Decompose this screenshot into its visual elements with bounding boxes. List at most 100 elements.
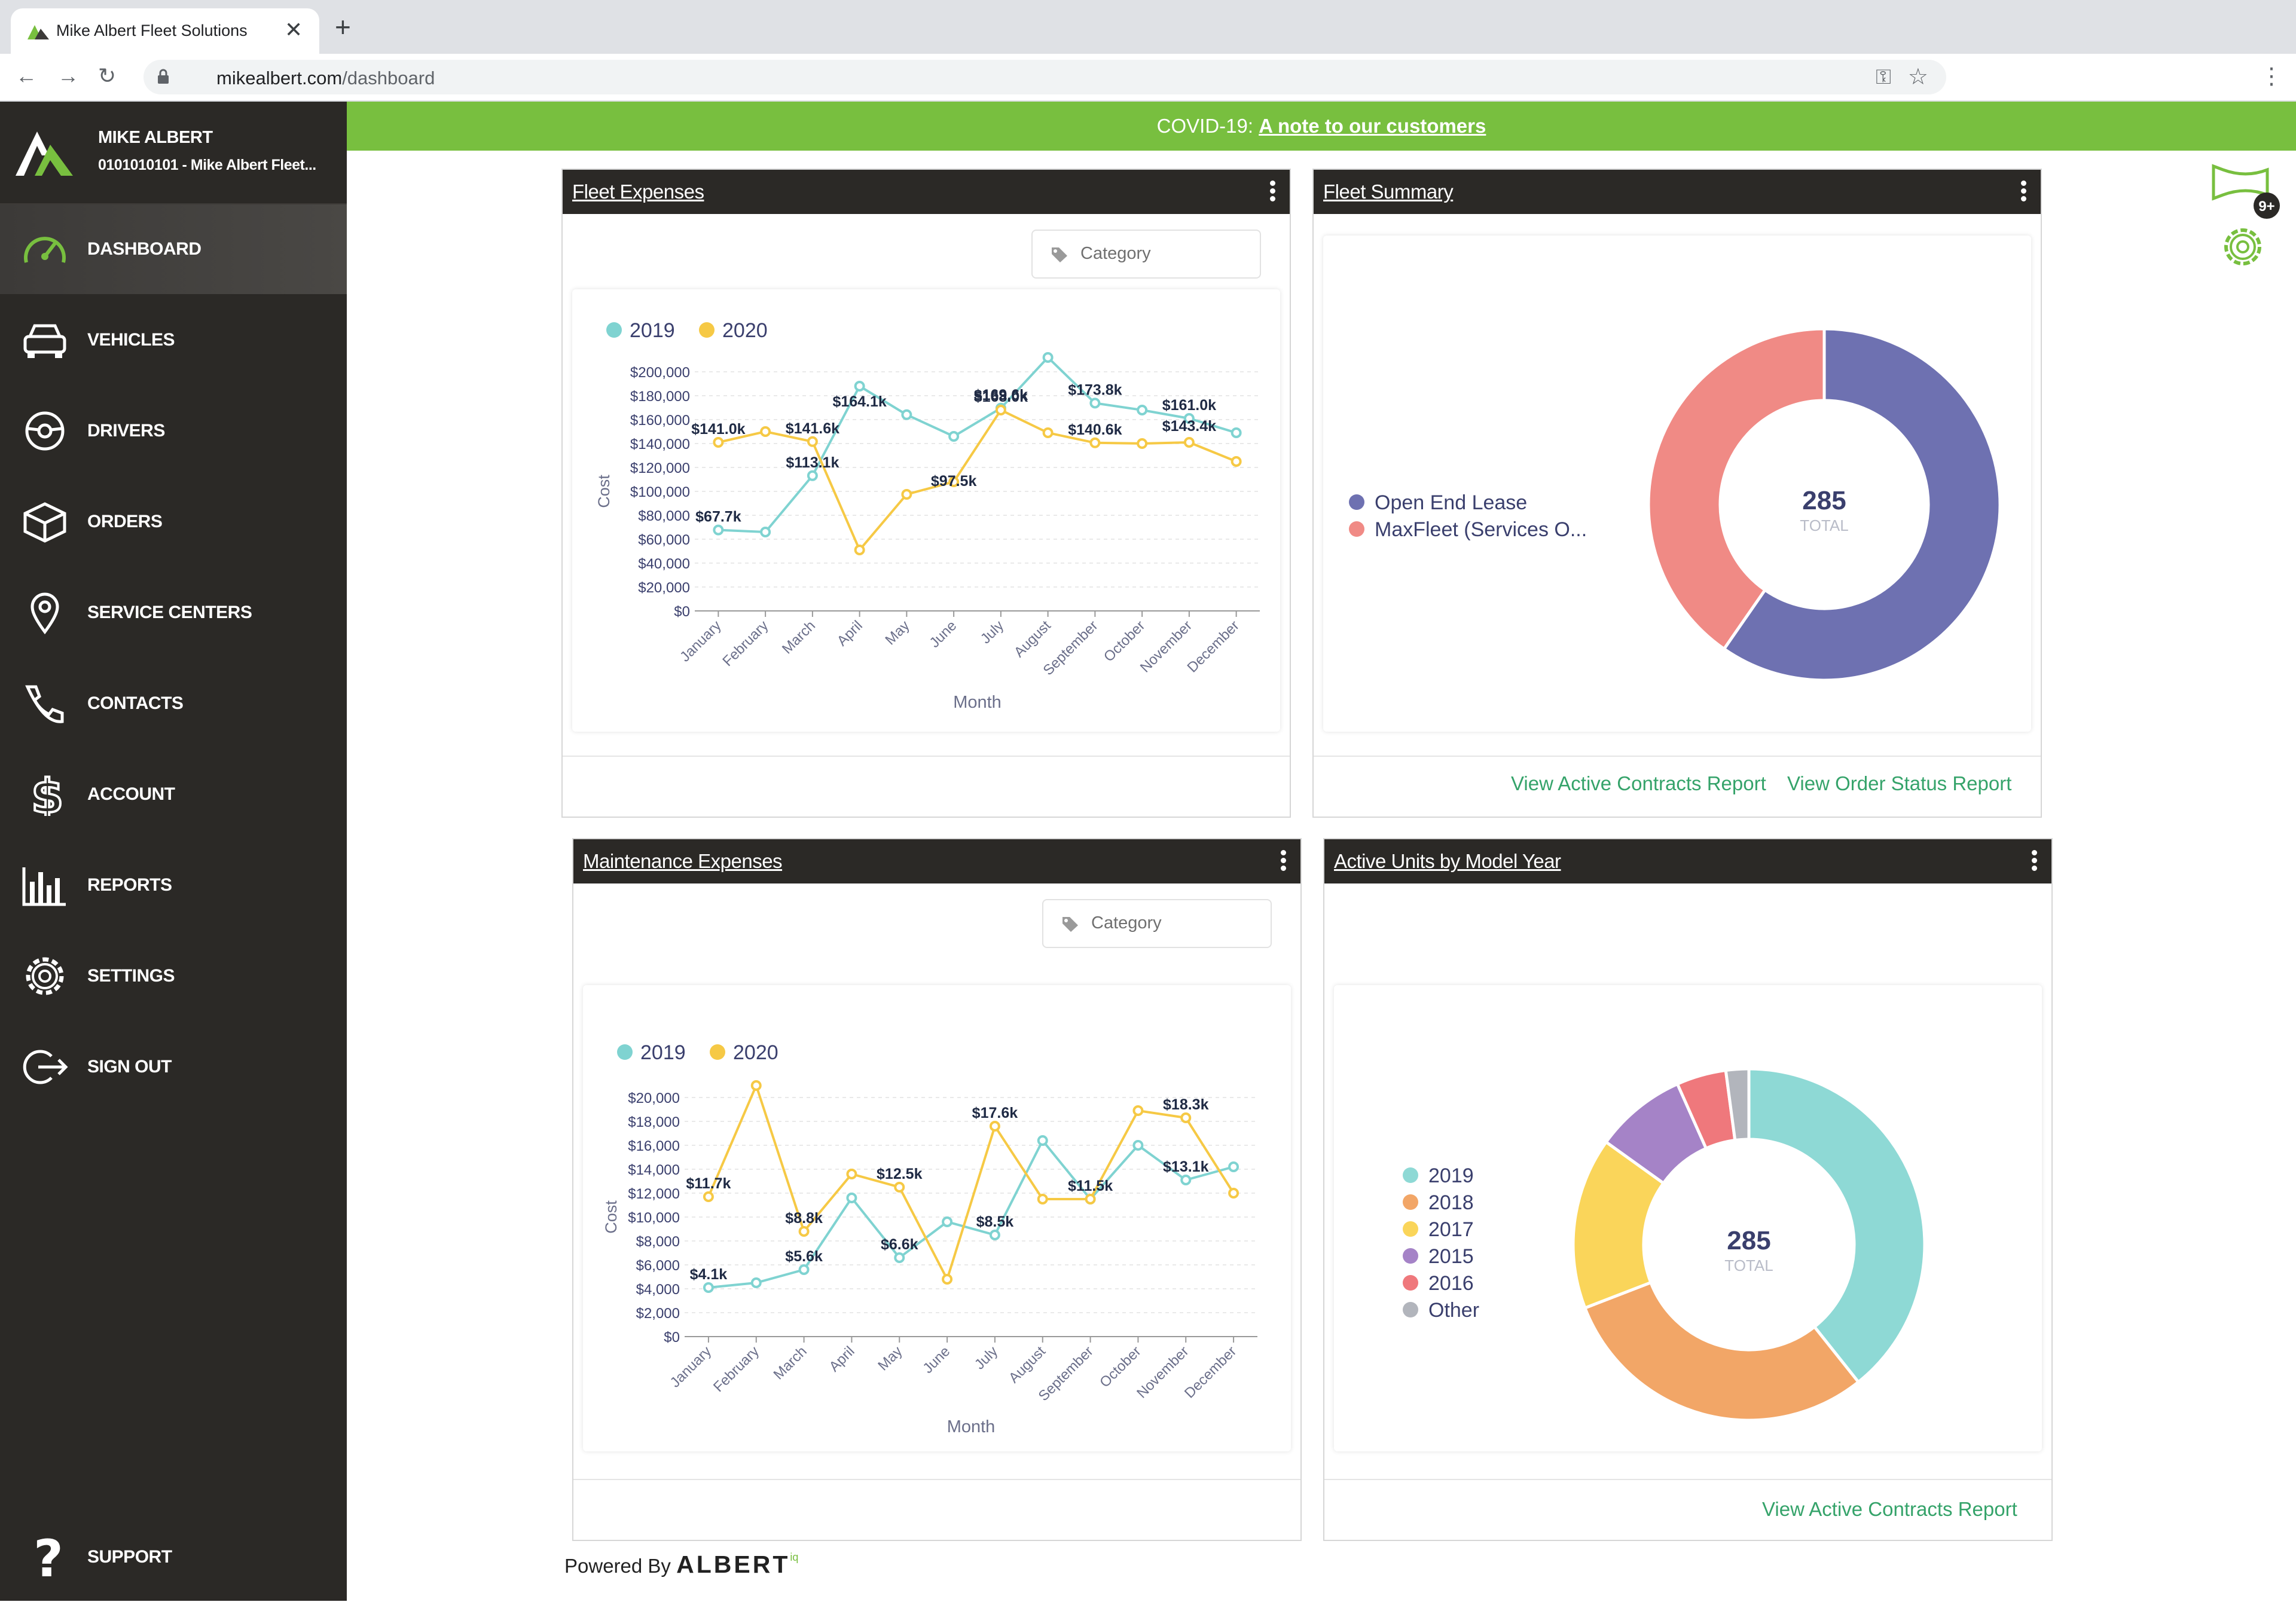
data-point [894,1182,905,1193]
sidebar-item-settings[interactable]: SETTINGS [0,931,347,1021]
kebab-menu-icon[interactable] [1279,848,1287,875]
view-order-status-link[interactable]: View Order Status Report [1787,772,2012,794]
phone-icon [25,685,64,723]
y-tick-label: $200,000 [630,365,690,381]
legend-marker [1403,1167,1418,1183]
series-line-2020 [718,408,1237,552]
card-divider [1324,1479,2051,1480]
sidebar-item-account[interactable]: $ ACCOUNT [0,750,347,839]
data-point [942,1274,953,1285]
bookmark-star-icon[interactable]: ☆ [1907,65,1928,90]
card-title[interactable]: Maintenance Expenses [583,850,783,872]
legend-label: 2020 [722,319,768,342]
sidebar-item-contacts[interactable]: CONTACTS [0,659,347,748]
sidebar-item-sign-out[interactable]: SIGN OUT [0,1022,347,1112]
card-title[interactable]: Fleet Expenses [572,181,704,203]
address-bar: ← → ↻ mikealbert.com/dashboard ⚿ ☆ ⋮ [0,54,2296,102]
card-header: Maintenance Expenses [573,839,1300,883]
data-point [948,431,960,442]
forward-arrow-icon[interactable]: → [57,63,79,88]
data-point [1183,437,1195,448]
legend-marker [1403,1248,1418,1264]
account-selector[interactable]: 0101010101 - Mike Albert Fleet... [98,157,316,173]
sidebar-item-drivers[interactable]: DRIVERS [0,386,347,476]
data-point [995,405,1006,415]
sidebar-item-reports[interactable]: REPORTS [0,840,347,930]
kebab-menu-icon[interactable] [2019,178,2028,206]
reload-icon[interactable]: ↻ [98,63,117,88]
sidebar-item-label: DRIVERS [87,421,165,441]
series-line-2019 [718,356,1237,534]
lock-icon [158,69,169,84]
legend-marker [1403,1221,1418,1237]
x-tick-label: October [1101,617,1148,665]
y-tick-label: $14,000 [628,1162,680,1178]
x-tick-label: May [875,1343,905,1374]
y-tick-label: $80,000 [638,508,690,524]
data-label: $168.0k [974,389,1028,405]
data-point [894,1252,905,1263]
data-label: $169.6k [974,387,1028,403]
y-tick-label: $6,000 [636,1258,680,1274]
data-point [854,545,865,555]
card-title[interactable]: Fleet Summary [1323,181,1454,203]
sidebar-item-vehicles[interactable]: VEHICLES [0,295,347,385]
series-line-2020 [707,1082,1235,1283]
sidebar-item-support[interactable]: ? SUPPORT [0,1512,347,1602]
card-header: Active Units by Model Year [1324,839,2051,883]
view-active-contracts-link[interactable]: View Active Contracts Report [1762,1498,2017,1520]
data-point [1037,1135,1048,1146]
category-filter-button[interactable]: Category [1031,230,1261,279]
data-label: $8.8k [785,1210,823,1227]
donut-slice [1571,1140,1666,1310]
sidebar-item-label: SERVICE CENTERS [87,603,252,622]
brand-header: MIKE ALBERT 0101010101 - Mike Albert Fle… [0,102,347,204]
data-label: $164.1k [832,393,886,410]
chart-panel: 285 TOTAL 2019 2018 2017 2015 2016 Other [1334,985,2042,1451]
data-point [989,1230,1000,1240]
data-point [989,1121,1000,1132]
legend-marker [1349,494,1364,510]
key-icon[interactable]: ⚿ [1876,66,1891,88]
x-tick-label: January [677,617,724,665]
view-active-contracts-link[interactable]: View Active Contracts Report [1511,772,1766,794]
kebab-menu-icon[interactable] [1268,178,1277,206]
sidebar-item-service-centers[interactable]: SERVICE CENTERS [0,568,347,658]
legend-label: 2019 [640,1041,686,1064]
settings-gear-icon[interactable] [2218,222,2267,271]
close-tab-icon[interactable]: ✕ [285,17,303,42]
legend-marker [1403,1194,1418,1210]
banner-text: COVID-19: A note to our customers [1156,115,1486,137]
browser-tab[interactable]: Mike Albert Fleet Solutions ✕ [11,8,319,54]
browser-menu-icon[interactable]: ⋮ [2260,64,2283,89]
banner-link[interactable]: A note to our customers [1259,115,1486,137]
active-units-card: Active Units by Model Year 285 TOTAL 2019 2… [1323,838,2053,1541]
megaphone-notification-icon[interactable]: 9+ [2210,161,2282,221]
x-tick-label: March [779,617,819,657]
x-axis-title: Month [953,693,1002,712]
data-point [1231,456,1242,467]
kebab-menu-icon[interactable] [2030,848,2038,875]
mike-albert-logo-icon [16,132,73,176]
data-point [1183,413,1195,424]
new-tab-button[interactable]: + [335,11,351,42]
sidebar-item-label: CONTACTS [87,693,184,713]
data-point [1231,427,1242,438]
tag-icon [1052,247,1067,262]
data-point [942,1216,953,1227]
data-label: $12.5k [877,1166,923,1182]
chart-panel: 2019 2020 $0 $2,000 $4,000 $6,000 $8,000 $10,00… [583,985,1291,1451]
back-arrow-icon[interactable]: ← [16,63,37,88]
url-input[interactable]: mikealbert.com/dashboard ⚿ ☆ [144,60,1946,94]
sidebar-item-orders[interactable]: ORDERS [0,477,347,567]
category-filter-button[interactable]: Category [1042,899,1272,948]
card-title[interactable]: Active Units by Model Year [1334,850,1561,872]
question-mark-icon: ? [33,1536,63,1579]
legend-marker [617,1044,633,1060]
sidebar-item-dashboard[interactable]: DASHBOARD [0,204,347,294]
data-point [901,489,912,500]
data-label: $113.1k [786,454,839,471]
y-tick-label: $2,000 [636,1306,680,1322]
